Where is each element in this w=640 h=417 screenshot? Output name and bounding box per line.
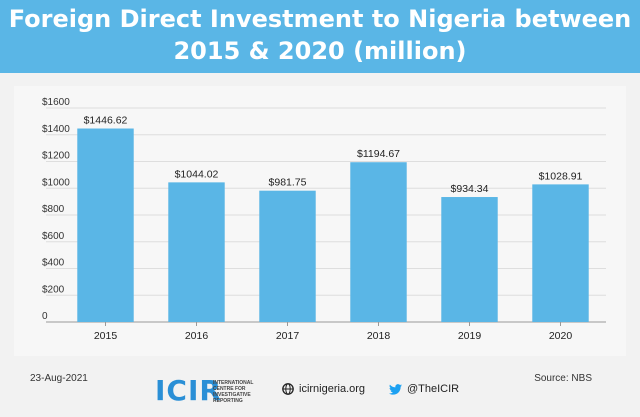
chart-panel: 0 $200 $400 $600 $800 $1000 $1200 $1400 $1600 $14… xyxy=(14,86,626,356)
y-tick-label: $1200 xyxy=(42,151,70,162)
logo-subtext: INTERNATIONAL CENTRE FOR INVESTIGATIVE R… xyxy=(213,380,254,404)
data-label: $1028.91 xyxy=(539,170,583,182)
bar xyxy=(168,182,225,322)
bar xyxy=(77,128,134,322)
website-link[interactable]: icirnigeria.org xyxy=(282,383,365,395)
twitter-link[interactable]: @TheICIR xyxy=(389,383,459,395)
website-text: icirnigeria.org xyxy=(299,383,366,395)
x-tick-label: 2020 xyxy=(549,330,573,342)
chart-header: Foreign Direct Investment to Nigeria bet… xyxy=(0,0,640,73)
data-label: $981.75 xyxy=(269,177,307,189)
y-tick-label: $600 xyxy=(42,231,65,242)
chart-title-line-1: Foreign Direct Investment to Nigeria bet… xyxy=(8,5,632,33)
data-label: $1446.62 xyxy=(84,115,128,127)
y-tick-label: $200 xyxy=(42,284,65,295)
x-tick-label: 2018 xyxy=(367,330,391,342)
bar xyxy=(441,197,498,322)
data-label: $1194.67 xyxy=(357,148,400,160)
x-tick-label: 2015 xyxy=(94,330,118,342)
bar xyxy=(350,162,407,322)
data-label: $1044.02 xyxy=(175,168,219,180)
y-tick-label: $1400 xyxy=(42,124,70,135)
data-source: Source: NBS xyxy=(534,373,592,384)
y-tick-label: $1000 xyxy=(42,177,70,188)
logo-text: ICIR xyxy=(155,374,222,407)
chart-title-line-2: 2015 & 2020 (million) xyxy=(173,37,467,65)
data-label: $934.34 xyxy=(451,183,489,195)
x-tick-label: 2017 xyxy=(276,330,300,342)
twitter-handle: @TheICIR xyxy=(407,383,460,395)
y-tick-label: $800 xyxy=(42,204,65,215)
y-tick-label: $400 xyxy=(42,258,65,269)
bar xyxy=(259,190,316,322)
x-tick-label: 2016 xyxy=(185,330,209,342)
twitter-icon xyxy=(389,383,402,395)
globe-icon xyxy=(282,383,294,395)
y-tick-label: 0 xyxy=(42,311,48,322)
bar xyxy=(532,184,589,322)
y-tick-label: $1600 xyxy=(42,97,70,108)
x-tick-label: 2019 xyxy=(458,330,482,342)
publish-date: 23-Aug-2021 xyxy=(30,373,88,384)
bar-chart: 0 $200 $400 $600 $800 $1000 $1200 $1400 $1600 $14… xyxy=(42,97,606,342)
